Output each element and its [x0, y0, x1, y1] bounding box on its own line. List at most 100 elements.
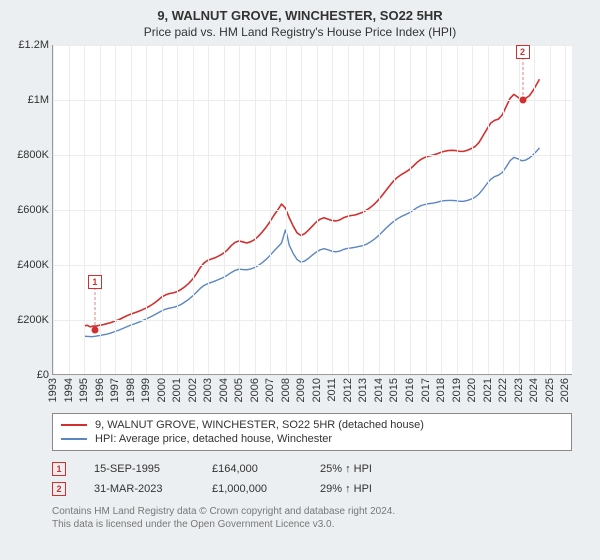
x-tick-label: 2001 — [171, 378, 183, 402]
footer: Contains HM Land Registry data © Crown c… — [52, 505, 572, 531]
y-tick-label: £800K — [17, 149, 49, 161]
legend-row: 9, WALNUT GROVE, WINCHESTER, SO22 5HR (d… — [61, 418, 563, 432]
transaction-index: 2 — [52, 482, 66, 496]
x-tick-label: 2024 — [528, 378, 540, 402]
x-tick-label: 2012 — [342, 378, 354, 402]
legend-row: HPI: Average price, detached house, Winc… — [61, 432, 563, 446]
x-tick-label: 1999 — [140, 378, 152, 402]
gridline-v — [317, 45, 318, 374]
legend-swatch — [61, 438, 87, 440]
y-tick-label: £200K — [17, 314, 49, 326]
gridline-v — [69, 45, 70, 374]
x-tick-label: 2025 — [544, 378, 556, 402]
y-tick-label: £1M — [28, 94, 49, 106]
transaction-diff: 25% ↑ HPI — [320, 463, 410, 475]
y-tick-label: £600K — [17, 204, 49, 216]
transaction-date: 31-MAR-2023 — [94, 483, 184, 495]
gridline-v — [146, 45, 147, 374]
gridline-v — [193, 45, 194, 374]
gridline-v — [565, 45, 566, 374]
x-tick-label: 2017 — [420, 378, 432, 402]
x-tick-label: 2008 — [280, 378, 292, 402]
marker-label: 2 — [516, 45, 530, 59]
gridline-v — [224, 45, 225, 374]
legend-label: 9, WALNUT GROVE, WINCHESTER, SO22 5HR (d… — [95, 419, 424, 431]
gridline-v — [115, 45, 116, 374]
gridline-v — [550, 45, 551, 374]
gridline-v — [255, 45, 256, 374]
gridline-v — [208, 45, 209, 374]
footer-line: This data is licensed under the Open Gov… — [52, 518, 572, 531]
gridline-v — [441, 45, 442, 374]
x-tick-label: 2003 — [202, 378, 214, 402]
x-tick-label: 2004 — [218, 378, 230, 402]
x-tick-label: 2015 — [388, 378, 400, 402]
gridline-v — [457, 45, 458, 374]
y-tick-label: £1.2M — [18, 39, 49, 51]
x-tick-label: 2022 — [497, 378, 509, 402]
gridline-v — [426, 45, 427, 374]
legend-swatch — [61, 424, 87, 426]
x-tick-label: 2014 — [373, 378, 385, 402]
transaction-row: 2 31-MAR-2023 £1,000,000 29% ↑ HPI — [52, 479, 572, 499]
y-tick-label: £400K — [17, 259, 49, 271]
marker-connector — [522, 52, 523, 100]
gridline-v — [286, 45, 287, 374]
gridline-v — [534, 45, 535, 374]
legend-label: HPI: Average price, detached house, Winc… — [95, 433, 332, 445]
x-tick-label: 2026 — [559, 378, 571, 402]
x-tick-label: 1998 — [125, 378, 137, 402]
x-tick-label: 2007 — [264, 378, 276, 402]
transaction-index: 1 — [52, 462, 66, 476]
marker-dot — [519, 97, 526, 104]
x-tick-label: 1997 — [109, 378, 121, 402]
x-tick-label: 2005 — [233, 378, 245, 402]
gridline-v — [239, 45, 240, 374]
gridline-v — [488, 45, 489, 374]
gridline-v — [131, 45, 132, 374]
title-main: 9, WALNUT GROVE, WINCHESTER, SO22 5HR — [12, 8, 588, 23]
chart: £0£200K£400K£600K£800K£1M£1.2M1993199419… — [12, 45, 588, 375]
transaction-price: £1,000,000 — [212, 483, 292, 495]
gridline-v — [270, 45, 271, 374]
x-tick-label: 2018 — [435, 378, 447, 402]
gridline-v — [394, 45, 395, 374]
x-tick-label: 2016 — [404, 378, 416, 402]
transaction-table: 1 15-SEP-1995 £164,000 25% ↑ HPI 2 31-MAR-202… — [52, 459, 572, 499]
x-tick-label: 1996 — [94, 378, 106, 402]
gridline-v — [100, 45, 101, 374]
footer-line: Contains HM Land Registry data © Crown c… — [52, 505, 572, 518]
x-tick-label: 2000 — [156, 378, 168, 402]
transaction-diff: 29% ↑ HPI — [320, 483, 410, 495]
marker-connector — [94, 282, 95, 330]
gridline-v — [177, 45, 178, 374]
x-tick-label: 2010 — [311, 378, 323, 402]
marker-label: 1 — [88, 275, 102, 289]
gridline-h — [53, 375, 572, 376]
x-tick-label: 1994 — [63, 378, 75, 402]
gridline-v — [503, 45, 504, 374]
chart-titles: 9, WALNUT GROVE, WINCHESTER, SO22 5HR Pr… — [12, 8, 588, 39]
x-tick-label: 1995 — [78, 378, 90, 402]
transaction-price: £164,000 — [212, 463, 292, 475]
gridline-v — [301, 45, 302, 374]
gridline-v — [53, 45, 54, 374]
x-tick-label: 2002 — [187, 378, 199, 402]
x-tick-label: 2011 — [326, 378, 338, 402]
legend: 9, WALNUT GROVE, WINCHESTER, SO22 5HR (d… — [52, 413, 572, 451]
x-tick-label: 2023 — [513, 378, 525, 402]
transaction-row: 1 15-SEP-1995 £164,000 25% ↑ HPI — [52, 459, 572, 479]
below-chart: 9, WALNUT GROVE, WINCHESTER, SO22 5HR (d… — [52, 413, 572, 531]
x-tick-label: 1993 — [47, 378, 59, 402]
gridline-v — [410, 45, 411, 374]
x-tick-label: 2013 — [357, 378, 369, 402]
plot-area: £0£200K£400K£600K£800K£1M£1.2M1993199419… — [52, 45, 572, 375]
x-tick-label: 2019 — [451, 378, 463, 402]
gridline-v — [379, 45, 380, 374]
gridline-v — [332, 45, 333, 374]
title-sub: Price paid vs. HM Land Registry's House … — [12, 25, 588, 39]
transaction-date: 15-SEP-1995 — [94, 463, 184, 475]
marker-dot — [91, 326, 98, 333]
x-tick-label: 2021 — [482, 378, 494, 402]
x-tick-label: 2009 — [295, 378, 307, 402]
